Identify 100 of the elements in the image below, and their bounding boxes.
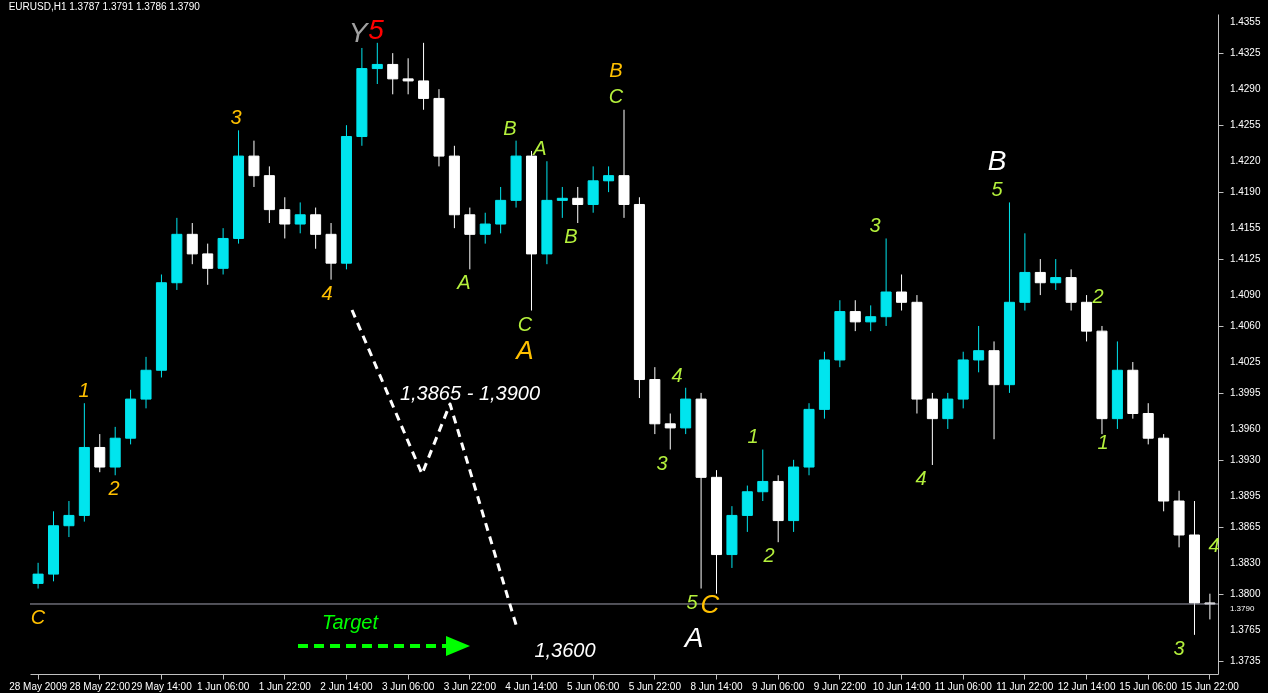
x-tick-label: 11 Jun 22:00 [996, 680, 1054, 692]
annotation: 3 [230, 106, 242, 128]
x-tick-label: 9 Jun 06:00 [752, 680, 805, 692]
x-tick-label: 12 Jun 14:00 [1057, 680, 1116, 692]
x-tick-label: 28 May 22:00 [69, 680, 131, 692]
candlestick [849, 299, 861, 332]
y-tick-label: 1.3830 [1229, 556, 1261, 568]
candlestick [479, 212, 491, 245]
x-tick-label: 4 Jun 14:00 [505, 680, 559, 692]
y-tick-label: 1.4060 [1229, 319, 1261, 331]
x-tick-label: 5 Jun 06:00 [567, 680, 620, 692]
candlestick [371, 42, 383, 85]
x-tick-label: 1 Jun 22:00 [258, 680, 312, 692]
candlestick [603, 165, 615, 193]
candlestick [279, 196, 291, 239]
annotation: A [516, 335, 534, 365]
y-tick-label: 1.4155 [1229, 222, 1261, 234]
y-tick-label: 1.3765 [1229, 623, 1261, 635]
chart-title: EURUSD,H1 1.3787 1.3791 1.3786 1.3790 [8, 1, 201, 12]
annotation: 5 [991, 178, 1003, 200]
y-tick-label: 1.3865 [1229, 520, 1261, 532]
annotation: 2 [1092, 285, 1104, 307]
candlestick [418, 42, 430, 111]
y-tick-label: 1.3995 [1229, 386, 1261, 398]
candlestick [587, 165, 599, 214]
candlestick [310, 207, 322, 250]
annotation: 4 [671, 364, 683, 386]
candlestick [556, 186, 568, 219]
x-tick-label: 3 Jun 06:00 [382, 680, 435, 692]
y-tick-label: 1.3895 [1229, 489, 1261, 501]
annotation: B [609, 59, 623, 81]
annotation: 1,3600 [534, 639, 596, 661]
annotation: 2 [763, 544, 775, 566]
annotation: 3 [869, 214, 881, 236]
annotation: C [700, 589, 720, 619]
annotation: 1,3865 - 1,3900 [399, 382, 541, 404]
y-tick-label: 1.4355 [1229, 16, 1261, 28]
candlestick [402, 57, 414, 95]
y-tick-label: 1.4025 [1229, 356, 1261, 368]
annotation: Target [322, 611, 378, 633]
y-tick-label: 1.3800 [1229, 587, 1261, 599]
candlestick [1034, 258, 1046, 296]
candlestick [32, 562, 44, 590]
y-tick-label: 1.4220 [1229, 155, 1261, 167]
x-tick-label: 10 Jun 14:00 [872, 680, 931, 692]
annotation: 3 [656, 452, 668, 474]
x-tick-label: 15 Jun 06:00 [1119, 680, 1178, 692]
y-tick-label: 1.3930 [1229, 453, 1261, 465]
x-tick-label: 15 Jun 22:00 [1180, 680, 1240, 692]
annotation: 3 [1173, 637, 1185, 659]
annotation: B [987, 145, 1007, 176]
annotation: C [608, 85, 624, 107]
candlestick [495, 186, 507, 234]
candlestick [896, 274, 908, 312]
candlestick [926, 392, 938, 466]
candlestick [664, 413, 676, 451]
candlestick [1050, 258, 1062, 291]
candlestick [63, 500, 75, 538]
x-tick-label: 2 Jun 14:00 [320, 680, 374, 692]
annotation: A [533, 137, 547, 159]
annotation: 1 [1097, 431, 1109, 453]
candlestick [741, 485, 753, 533]
y-tick-label: 1.4190 [1229, 186, 1261, 198]
annotation: Y [348, 17, 368, 48]
candlestick [572, 186, 584, 224]
ref-line-label: 1.3790 [1229, 603, 1255, 613]
annotation: 5 [686, 591, 698, 613]
annotation: A [684, 622, 704, 653]
annotation: 4 [915, 467, 927, 489]
annotation: 1 [747, 425, 759, 447]
annotation: A [457, 271, 471, 293]
candlestick [464, 207, 476, 270]
y-tick-label: 1.3735 [1229, 654, 1261, 666]
annotation: C [30, 606, 46, 628]
x-tick-label: 8 Jun 14:00 [690, 680, 744, 692]
candlestick [387, 52, 399, 95]
y-tick-label: 1.4125 [1229, 253, 1261, 265]
y-tick-label: 1.4290 [1229, 83, 1261, 95]
candlestick [973, 325, 985, 373]
candlestick [94, 433, 106, 473]
annotation: 5 [368, 14, 384, 45]
annotation: C [517, 313, 533, 335]
annotation: B [503, 117, 517, 139]
annotation: 2 [108, 477, 120, 499]
x-tick-label: 11 Jun 06:00 [934, 680, 993, 692]
x-tick-label: 3 Jun 22:00 [443, 680, 497, 692]
candlestick [942, 392, 954, 430]
candlestick [865, 304, 877, 332]
y-tick-label: 1.4325 [1229, 47, 1261, 59]
candlestick [294, 201, 306, 234]
annotation: 4 [321, 282, 333, 304]
candlestick [202, 243, 214, 286]
y-tick-label: 1.4090 [1229, 289, 1261, 301]
candlestick [757, 449, 769, 502]
candlestick [186, 222, 198, 265]
x-tick-label: 28 May 2009 [9, 680, 68, 692]
annotation: 1 [78, 379, 90, 401]
x-tick-label: 5 Jun 22:00 [628, 680, 682, 692]
annotation: B [564, 225, 578, 247]
x-tick-label: 29 May 14:00 [131, 680, 193, 692]
